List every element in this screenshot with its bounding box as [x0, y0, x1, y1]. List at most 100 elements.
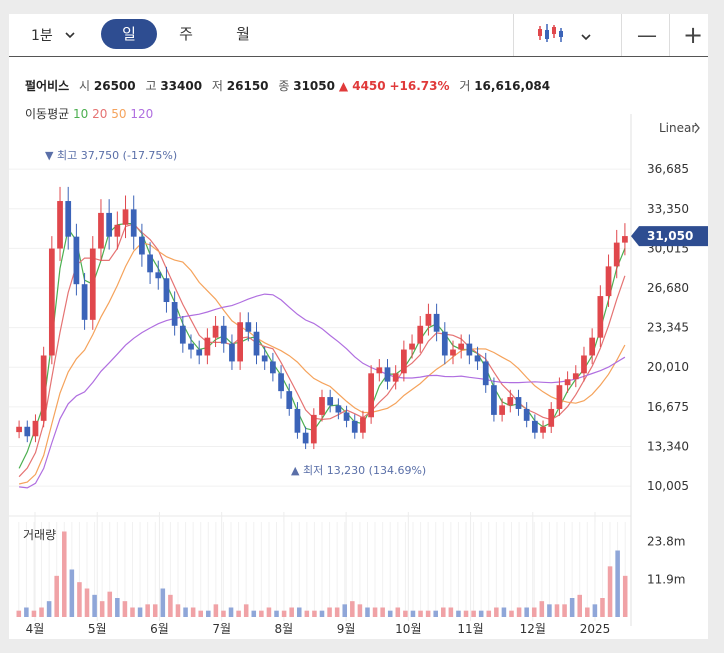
candle-body	[466, 343, 473, 356]
volume-bar	[16, 610, 22, 617]
volume-bar	[304, 610, 310, 617]
volume-bar	[471, 610, 476, 617]
interval-label: 1분	[31, 28, 53, 44]
candle-body	[48, 248, 55, 356]
volume-bar	[198, 610, 203, 617]
volume-bar	[539, 601, 545, 617]
candle-body	[409, 343, 415, 350]
price-chart[interactable]: 36,68533,35030,01526,68023,34520,01016,6…	[9, 14, 708, 639]
tab-week[interactable]: 주	[179, 25, 193, 43]
volume-bar	[54, 575, 59, 617]
volume-bar	[266, 607, 272, 617]
x-tick-label: 9월	[337, 622, 356, 636]
ma-120: 120	[130, 107, 154, 121]
volume-bar	[319, 610, 325, 617]
interval-dropdown[interactable]: 1분	[31, 22, 75, 48]
volume-bar	[547, 604, 552, 617]
candle-body	[458, 343, 465, 350]
volume-bar	[69, 569, 75, 617]
y-tick-label: 33,350	[647, 202, 689, 216]
candle-body	[441, 331, 448, 356]
x-tick-label: 11월	[457, 622, 483, 636]
volume-bar	[554, 604, 560, 617]
candle-body	[294, 408, 301, 433]
stock-name: 펄어비스	[25, 79, 70, 93]
y-tick-label: 16,675	[647, 400, 689, 414]
candle-body	[24, 426, 31, 437]
volume-bar	[622, 575, 628, 617]
candle-body	[40, 355, 47, 421]
low-label: 저	[211, 79, 223, 93]
volume-bar	[577, 594, 583, 617]
candle-body	[57, 201, 63, 249]
ma-20: 20	[92, 107, 108, 121]
candle-body	[130, 209, 137, 237]
last-price-tag	[631, 226, 708, 247]
candle-body	[302, 432, 309, 444]
volume-bar	[243, 604, 249, 617]
zoom-out-button[interactable]: —	[637, 23, 657, 47]
candle-body	[515, 397, 522, 409]
candle-body	[482, 361, 489, 386]
chevron-right-icon	[694, 122, 700, 134]
candle-body	[229, 343, 235, 362]
volume-bar	[31, 610, 37, 617]
candle-body	[507, 397, 514, 406]
x-tick-label: 4월	[26, 622, 45, 636]
volume-bar	[607, 566, 613, 617]
volume-bar	[296, 607, 302, 617]
open-value: 26500	[93, 79, 136, 93]
volume-bar	[77, 582, 82, 617]
low-marker: ▲ 최저 13,230 (134.69%)	[291, 464, 426, 477]
tab-day[interactable]: 일	[101, 19, 157, 49]
chart-type-button[interactable]	[524, 14, 604, 56]
volume-bar	[486, 610, 492, 617]
volume-bar	[92, 594, 97, 617]
chevron-down-icon	[581, 26, 591, 45]
chevron-down-icon	[65, 29, 75, 42]
tab-month[interactable]: 월	[236, 25, 250, 43]
volume-bar	[516, 607, 522, 617]
volume-bar	[509, 610, 514, 617]
x-tick-label: 5월	[88, 622, 107, 636]
volume-bar	[372, 607, 378, 617]
volume-bar	[456, 610, 461, 617]
candle-body	[401, 349, 407, 374]
candle-body	[499, 405, 505, 415]
candle-body	[417, 325, 424, 344]
moving-average-line-120	[19, 293, 626, 489]
volume-bar	[274, 610, 279, 617]
ma-label: 이동평균	[25, 107, 70, 121]
candle-body	[286, 391, 293, 409]
volume-bar	[24, 607, 29, 617]
y-tick-label: 36,685	[647, 162, 689, 176]
moving-average-legend: 이동평균 10 20 50 120	[25, 105, 153, 122]
volume-bar	[403, 610, 408, 617]
x-tick-label: 12월	[520, 622, 546, 636]
candle-body	[531, 420, 538, 433]
y-tick-label: 13,340	[647, 439, 689, 453]
candle-body	[327, 397, 334, 406]
zoom-in-button[interactable]: +	[682, 21, 704, 49]
volume-bar	[365, 607, 370, 617]
y-tick-label: 23,345	[647, 321, 689, 335]
volume-bar	[39, 607, 44, 617]
volume-tick-label: 23.8m	[647, 535, 685, 549]
volume-bar	[312, 610, 317, 617]
volume-bar	[107, 591, 113, 617]
candle-body	[613, 242, 620, 267]
scale-label: Linear	[659, 121, 696, 135]
x-tick-label: 10월	[395, 622, 421, 636]
last-price-label: 31,050	[647, 229, 693, 243]
candle-body	[450, 349, 456, 356]
volume-bar	[213, 604, 219, 617]
volume-bar	[61, 531, 67, 617]
volume-bar	[441, 607, 446, 617]
candle-body	[622, 236, 628, 243]
candle-body	[425, 313, 432, 326]
volume-bar	[395, 607, 401, 617]
candle-body	[540, 426, 546, 433]
volume-bar	[327, 607, 332, 617]
volume-bar	[569, 598, 575, 617]
candle-body	[65, 201, 72, 237]
